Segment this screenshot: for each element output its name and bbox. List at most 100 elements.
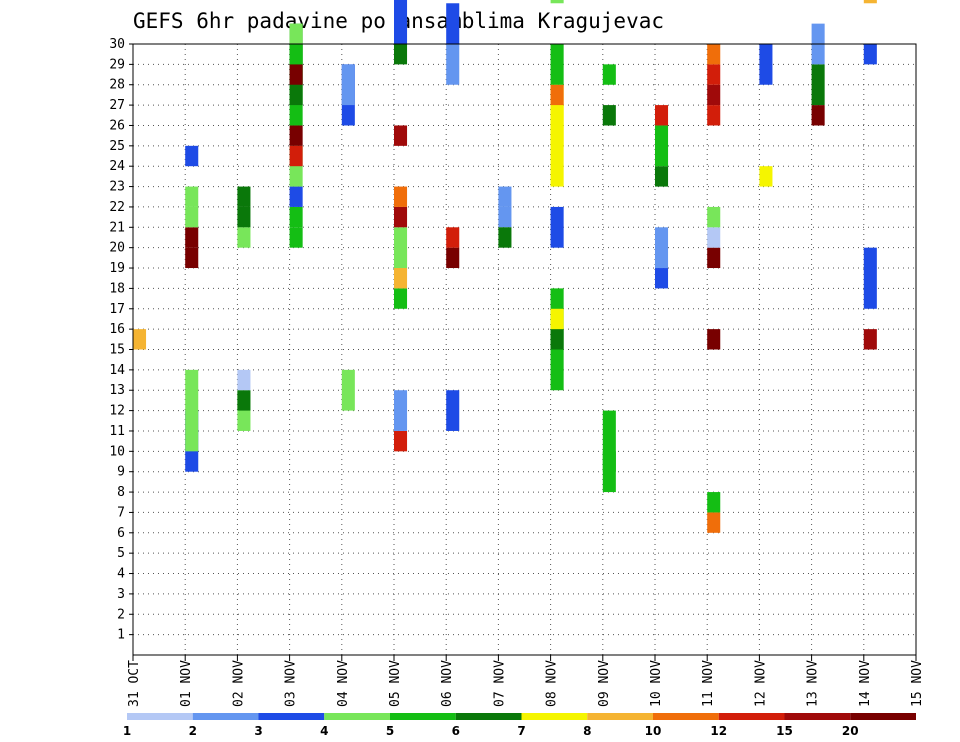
data-cell [707,329,721,350]
data-cell [707,44,721,65]
data-cell [237,186,251,207]
y-axis-ticks: 1234567891011121314151617181920212223242… [109,37,133,643]
legend-label: 8 [583,724,591,738]
data-cell [863,329,877,350]
y-tick-label: 22 [109,200,125,215]
data-cell [707,206,721,228]
data-cell [863,247,877,309]
y-tick-label: 4 [117,567,125,582]
data-cell [289,23,303,44]
y-tick-label: 12 [109,404,125,419]
data-cell [185,206,199,228]
legend-swatch [718,713,785,720]
y-tick-label: 13 [109,383,125,398]
y-tick-label: 16 [109,322,125,337]
y-tick-label: 19 [109,261,125,276]
y-tick-label: 1 [117,628,125,643]
data-cell [185,369,199,452]
legend-swatch [521,713,588,720]
y-tick-label: 3 [117,587,125,602]
data-cell [759,166,773,187]
data-cell [550,329,564,350]
data-cell [394,288,408,309]
y-tick-label: 17 [109,302,125,317]
data-cell [185,186,199,207]
data-cell [446,44,460,85]
legend-swatch [784,713,851,720]
x-tick-label: 06 NOV [440,660,455,707]
data-cell [289,44,303,65]
legend-label: 2 [189,724,197,738]
x-tick-label: 13 NOV [806,660,821,707]
data-cell [394,186,408,207]
x-tick-label: 10 NOV [649,660,664,707]
data-cell [185,145,199,167]
legend-label: 1 [123,724,131,738]
data-cell [498,186,512,207]
legend-swatch [390,713,456,720]
legend-swatch [850,713,916,720]
data-cell [289,227,303,248]
data-cell [394,125,408,146]
data-cells [133,0,877,533]
x-tick-label: 11 NOV [701,660,716,707]
x-tick-label: 15 NOV [910,660,925,707]
data-cell [498,227,512,248]
legend-swatch [258,713,325,720]
y-tick-label: 5 [117,546,125,561]
data-cell [811,105,825,126]
data-cell [707,512,721,533]
y-tick-label: 18 [109,281,125,296]
data-cell [707,105,721,126]
data-cell [237,369,251,391]
y-tick-label: 10 [109,444,125,459]
data-cell [602,64,616,85]
legend-swatch [192,713,259,720]
data-cell [655,125,669,167]
data-cell [602,451,616,472]
legend-label: 20 [842,724,859,738]
y-tick-label: 14 [109,363,125,378]
data-cell [446,390,460,431]
legend-label: 6 [452,724,460,738]
data-cell [185,247,199,269]
data-cell [707,64,721,85]
legend: 1 2 3 4 5 6 7 8 10 12 15 20 [123,713,916,738]
x-tick-label: 01 NOV [179,660,194,707]
legend-label: 7 [517,724,525,738]
y-tick-label: 26 [109,118,125,133]
legend-swatch [324,713,390,720]
data-cell [811,64,825,106]
data-cell [289,186,303,207]
data-cell [289,64,303,85]
data-cell [498,206,512,228]
data-cell [289,206,303,228]
data-cell [602,105,616,126]
data-cell [394,430,408,452]
data-cell [289,145,303,167]
data-cell [707,227,721,248]
x-tick-label: 31 OCT [127,660,142,707]
x-tick-label: 08 NOV [545,660,560,707]
y-tick-label: 9 [117,465,125,480]
y-tick-label: 11 [109,424,125,439]
x-tick-label: 14 NOV [858,660,873,707]
grid-lines [133,44,916,655]
data-cell [341,64,355,106]
y-tick-label: 30 [109,37,125,52]
x-tick-label: 12 NOV [753,660,768,707]
legend-label: 15 [776,724,793,738]
x-axis-ticks: 31 OCT 01 NOV 02 NOV 03 NOV 04 NOV 05 NOV 06 N… [127,655,925,707]
y-tick-label: 25 [109,139,125,154]
y-tick-label: 29 [109,57,125,72]
x-tick-label: 09 NOV [597,660,612,707]
data-cell [133,329,147,350]
x-tick-label: 02 NOV [231,660,246,707]
legend-label: 5 [386,724,394,738]
y-tick-label: 15 [109,343,125,358]
legend-label: 4 [320,724,328,738]
data-cell [289,125,303,146]
y-tick-label: 23 [109,180,125,195]
y-tick-label: 21 [109,220,125,235]
